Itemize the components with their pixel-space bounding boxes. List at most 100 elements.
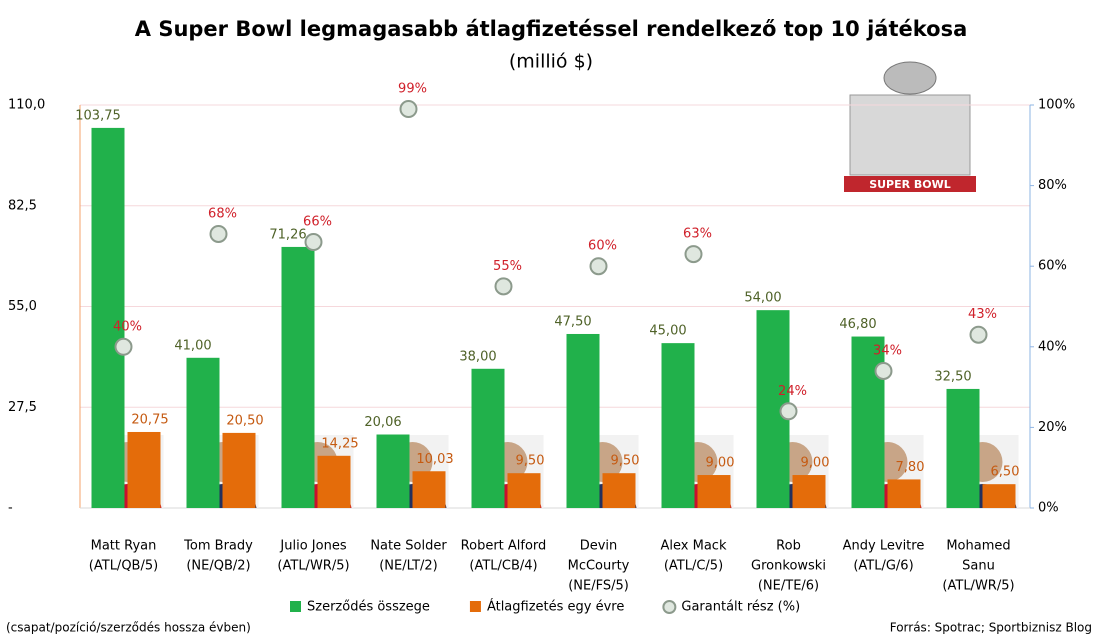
- value-label: 71,26: [269, 227, 306, 242]
- bar: [222, 432, 256, 508]
- point: [494, 277, 513, 296]
- y-tick-label: 82,5: [8, 198, 37, 213]
- point: [399, 100, 418, 119]
- x-tick-label: Sanu: [962, 559, 995, 574]
- value-label: 45,00: [649, 324, 686, 339]
- bar: [697, 475, 731, 508]
- value-label: 47,50: [554, 314, 591, 329]
- x-tick-label: Andy Levitre: [843, 539, 925, 554]
- bar: [412, 471, 446, 508]
- x-tick-label: Nate Solder: [370, 539, 447, 554]
- value-label: 24%: [778, 384, 807, 399]
- x-tick-label: (NE/TE/6): [758, 579, 819, 594]
- x-tick-label: McCourty: [568, 559, 630, 574]
- value-label: 66%: [303, 215, 332, 230]
- value-label: 34%: [873, 343, 902, 358]
- x-tick-label: Tom Brady: [183, 539, 253, 554]
- point: [779, 402, 798, 421]
- x-tick-label: (NE/LT/2): [379, 559, 438, 574]
- value-label: 40%: [113, 319, 142, 334]
- value-label: 9,00: [706, 456, 735, 471]
- x-tick-label: (ATL/WR/5): [277, 559, 349, 574]
- point: [209, 224, 228, 243]
- value-label: 54,00: [744, 291, 781, 306]
- value-label: 43%: [968, 307, 997, 322]
- legend-swatch: [662, 600, 677, 614]
- y-tick-label: -: [8, 501, 13, 516]
- x-tick-label: Robert Alford: [461, 539, 547, 554]
- y-tick-label: 27,5: [8, 400, 37, 415]
- point: [684, 245, 703, 264]
- bar: [186, 357, 220, 508]
- legend-label: Szerződés összege: [307, 600, 430, 615]
- legend-swatch: [290, 601, 301, 612]
- x-tick-label: Devin: [580, 539, 618, 554]
- note: (csapat/pozíció/szerződés hossza évben): [6, 621, 251, 635]
- value-label: 41,00: [174, 338, 211, 353]
- bar: [376, 434, 410, 508]
- super-bowl-logo: SUPER BOWL: [844, 61, 976, 192]
- bar: [851, 336, 885, 508]
- value-label: 55%: [493, 259, 522, 274]
- value-label: 32,50: [934, 369, 971, 384]
- value-label: 63%: [683, 227, 712, 242]
- value-label: 103,75: [75, 108, 121, 123]
- x-tick-label: (ATL/C/5): [664, 559, 723, 574]
- bar: [281, 246, 315, 509]
- bar: [471, 368, 505, 508]
- y-tick-label: 110,0: [8, 98, 45, 113]
- bar: [317, 455, 351, 508]
- x-tick-label: (NE/QB/2): [186, 559, 250, 574]
- x-tick-label: Julio Jones: [279, 539, 346, 554]
- chart-subtitle: (millió $): [509, 51, 593, 73]
- source: Forrás: Spotrac; Sportbiznisz Blog: [890, 621, 1092, 635]
- value-label: 7,80: [896, 460, 925, 475]
- point: [114, 337, 133, 356]
- bar: [127, 431, 161, 508]
- x-tick-label: Matt Ryan: [91, 539, 157, 554]
- value-label: 10,03: [416, 452, 453, 467]
- x-tick-label: Mohamed: [946, 539, 1010, 554]
- y2-tick-label: 60%: [1038, 259, 1067, 274]
- legend-label: Átlagfizetés egy évre: [487, 599, 624, 615]
- value-label: 20,75: [131, 412, 168, 427]
- point: [874, 361, 893, 380]
- bar: [792, 475, 826, 508]
- x-tick-label: Alex Mack: [661, 539, 727, 554]
- y2-tick-label: 0%: [1038, 501, 1059, 516]
- value-label: 38,00: [459, 349, 496, 364]
- y2-tick-label: 20%: [1038, 420, 1067, 435]
- y2-tick-label: 100%: [1038, 98, 1075, 113]
- value-label: 20,06: [364, 415, 401, 430]
- value-label: 68%: [208, 206, 237, 221]
- bar: [887, 479, 921, 508]
- x-tick-label: (ATL/G/6): [853, 559, 913, 574]
- legend-label: Garantált rész (%): [681, 600, 800, 615]
- x-tick-label: Rob: [776, 539, 801, 554]
- value-label: 14,25: [321, 436, 358, 451]
- bar: [661, 343, 695, 508]
- x-tick-label: Gronkowski: [751, 559, 826, 574]
- point: [304, 233, 323, 252]
- bar: [602, 473, 636, 508]
- chart-title: A Super Bowl legmagasabb átlagfizetéssel…: [135, 17, 968, 41]
- value-label: 6,50: [991, 465, 1020, 480]
- value-label: 9,00: [801, 456, 830, 471]
- bar: [91, 127, 125, 508]
- y2-tick-label: 80%: [1038, 178, 1067, 193]
- value-label: 9,50: [611, 454, 640, 469]
- bar: [507, 473, 541, 508]
- point: [969, 325, 988, 344]
- y-tick-label: 55,0: [8, 299, 37, 314]
- x-tick-label: (ATL/QB/5): [89, 559, 158, 574]
- svg-text:SUPER BOWL: SUPER BOWL: [869, 178, 951, 191]
- value-label: 60%: [588, 239, 617, 254]
- value-label: 9,50: [516, 454, 545, 469]
- x-tick-label: (NE/FS/5): [568, 579, 629, 594]
- value-label: 99%: [398, 82, 427, 97]
- y2-tick-label: 40%: [1038, 339, 1067, 354]
- legend-swatch: [469, 601, 481, 612]
- x-tick-label: (ATL/CB/4): [469, 559, 537, 574]
- point: [589, 257, 608, 276]
